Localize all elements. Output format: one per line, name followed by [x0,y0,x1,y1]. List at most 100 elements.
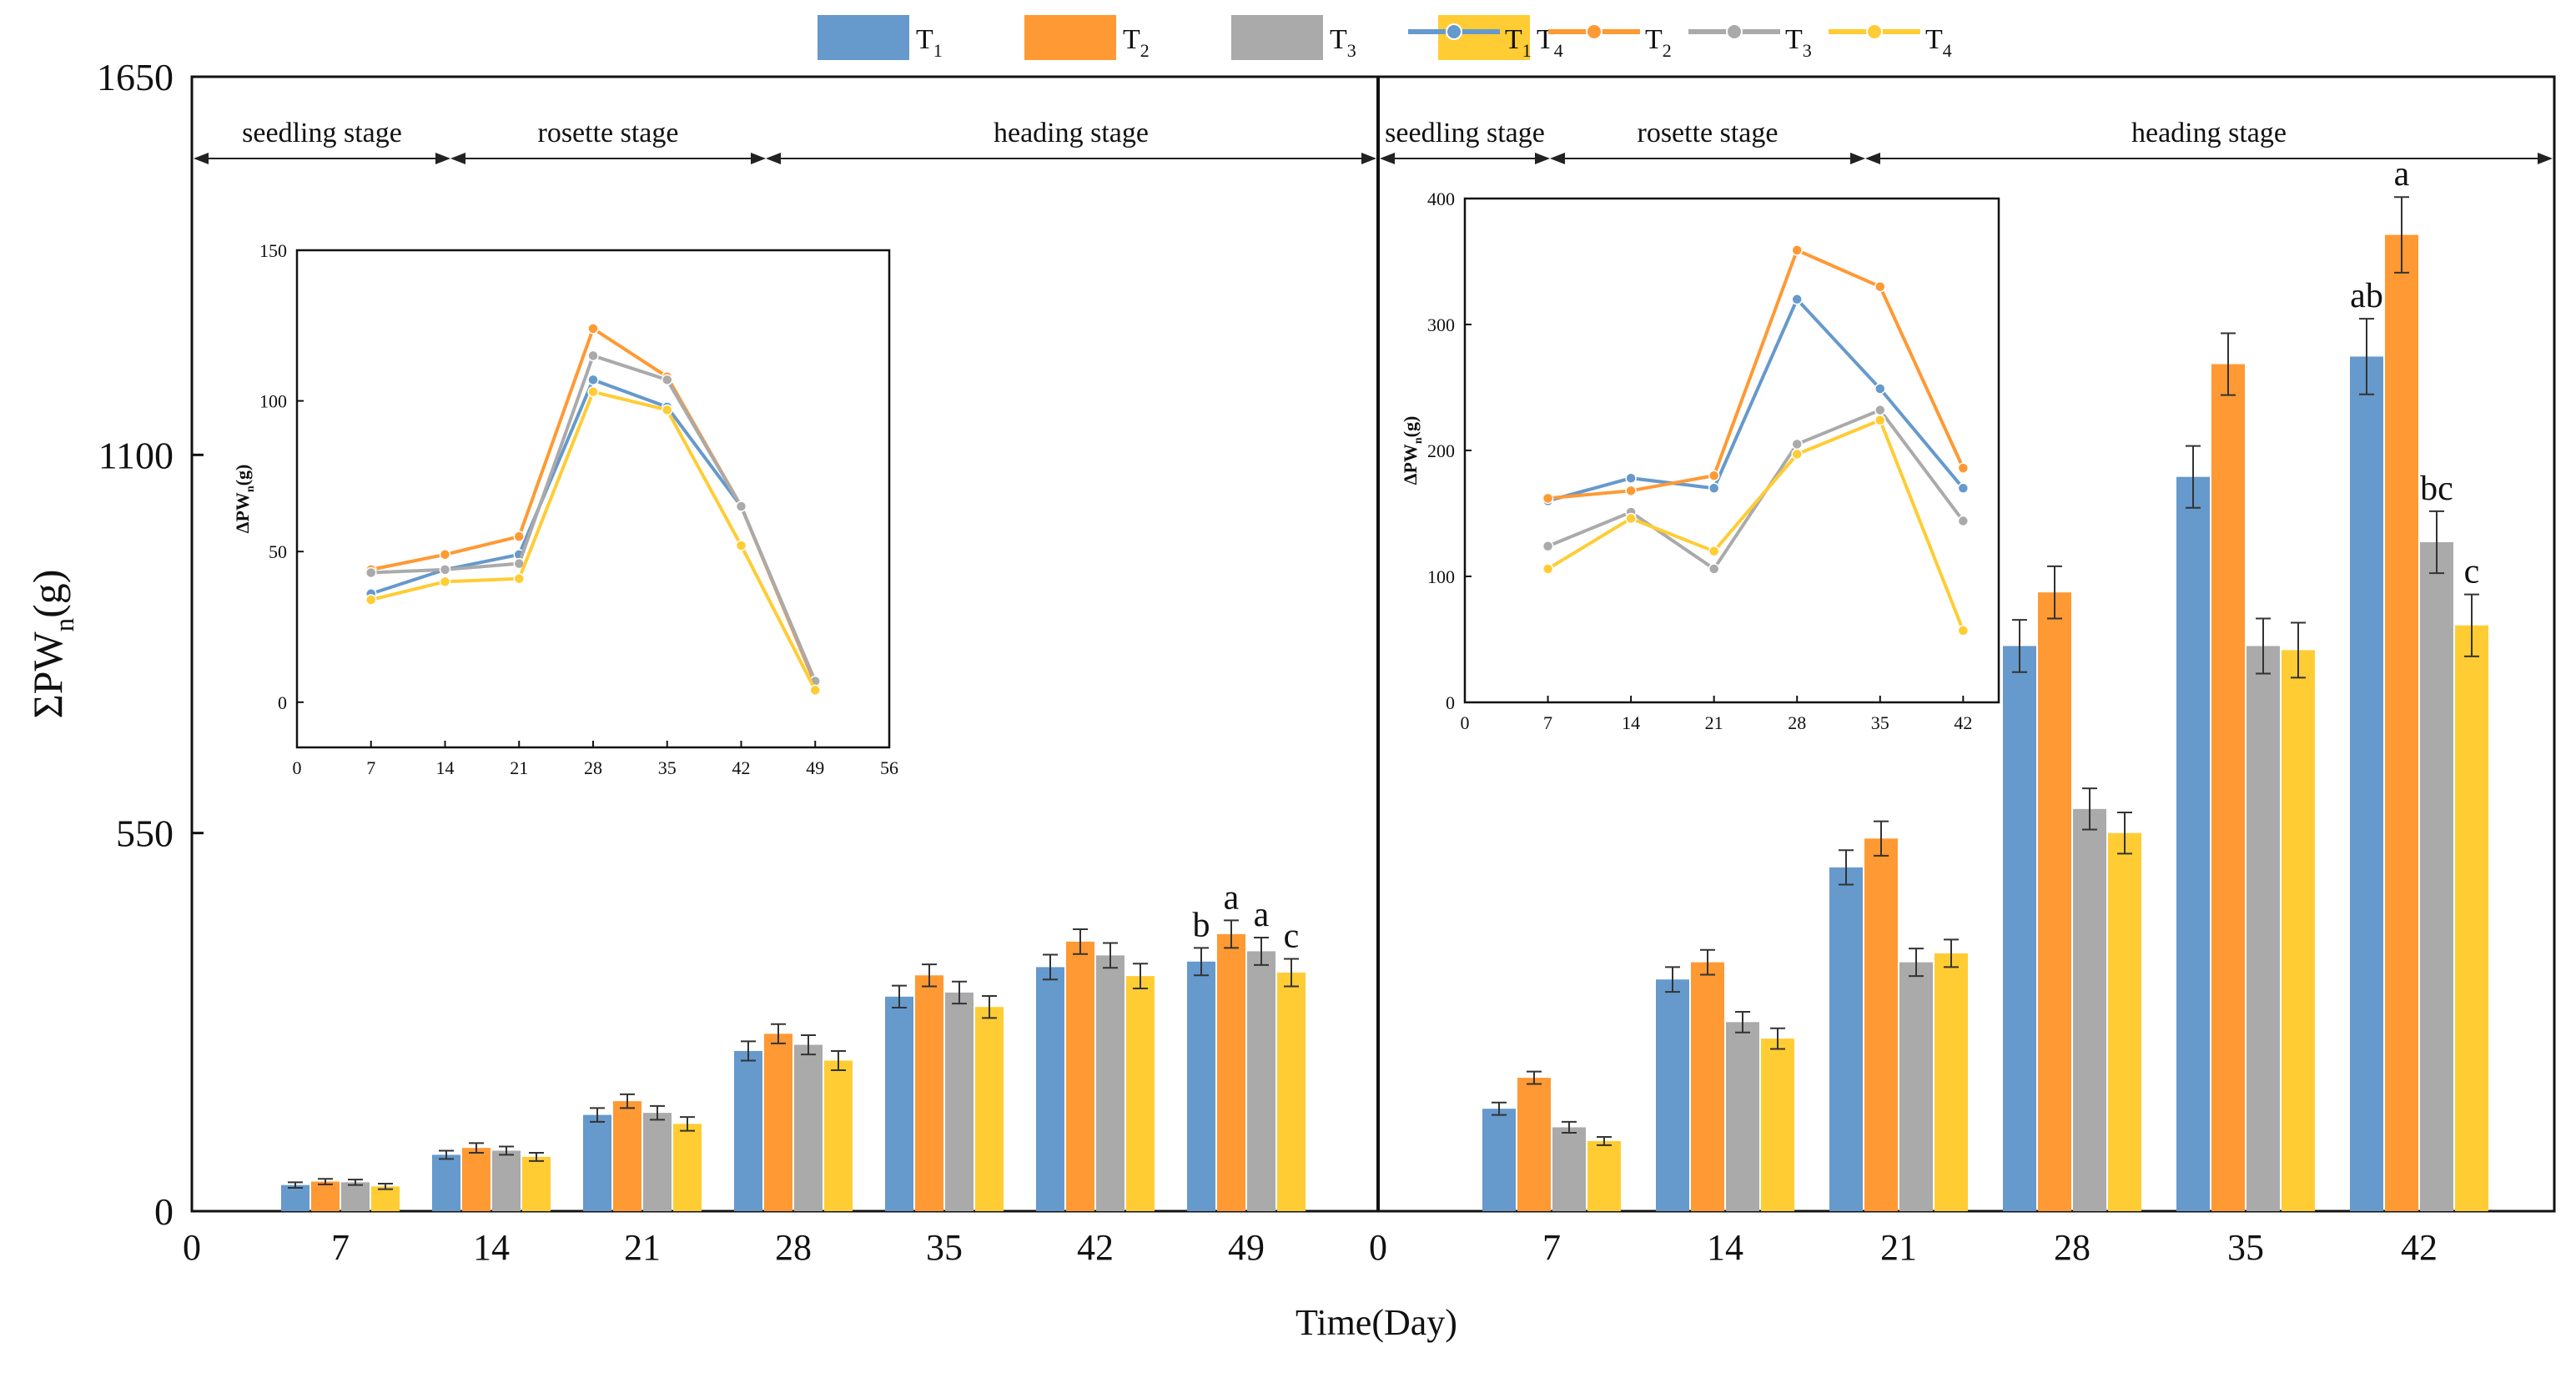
bar-T1-day-14 [432,1154,460,1211]
bar-T3-day-35 [2246,646,2280,1211]
inset-point-T3-day-7 [365,566,377,579]
plot-frame [190,75,2556,1213]
y-tick-label: 0 [154,1190,174,1233]
bar-T2-day-42 [1066,941,1094,1211]
inset-point-T2-day-28 [1791,244,1803,256]
bar-T4-day-35 [975,1007,1004,1211]
bar-T1-day-28 [734,1050,762,1211]
x-tick-label: 21 [1880,1227,1917,1268]
bar-T3-day-35 [945,992,974,1211]
inset-y-tick-label: 300 [1427,314,1455,335]
stage-arrow-head [1850,153,1865,164]
bar-T3-day-7 [341,1182,370,1211]
stage-arrow-head [1361,153,1376,164]
x-tick-label: 42 [2401,1227,2438,1268]
inset-x-tick-label: 42 [732,757,751,778]
bar-T2-day-35 [915,975,943,1211]
legend-bar-label-T1: T1 [916,24,943,61]
y-tick-label: 1650 [97,56,174,98]
inset-point-T2-day-35 [1874,280,1886,293]
bar-T3-day-42 [2420,542,2453,1211]
bar-T4-day-28 [2108,832,2141,1211]
bar-T3-day-7 [1552,1127,1586,1211]
inset-point-T3-day-42 [735,500,747,512]
bar-T1-day-21 [1829,867,1863,1211]
inset-line-T1 [1547,296,1965,503]
legend-bar-swatch-T3 [1231,15,1323,60]
stage-arrow-head [2538,153,2553,164]
bar-T3-day-28 [2073,808,2106,1211]
inset-point-T3-day-28 [1791,438,1803,450]
significance-letter: b [1193,906,1210,944]
inset-y-tick-label: 50 [269,541,287,562]
x-tick-label: 14 [473,1227,510,1268]
inset-x-tick-label: 21 [510,757,528,778]
legend-bar-label-T3: T3 [1330,24,1356,61]
inset-y-tick-label: 100 [259,391,287,412]
legend-bar-swatch-T1 [818,15,909,60]
inset-point-T2-day-7 [1542,492,1554,505]
significance-letter: bc [2420,470,2453,508]
bar-T2-day-21 [1864,838,1898,1211]
inset-point-T4-day-42 [735,540,747,551]
bar-T1-day-35 [885,996,913,1211]
inset-point-T3-day-42 [1957,515,1970,527]
bar-T4-day-42 [1126,976,1155,1211]
inset-point-T4-day-49 [809,684,821,697]
stage-arrow-head [1535,153,1550,164]
bar-T3-day-42 [1096,955,1124,1211]
inset-x-tick-label: 28 [584,757,602,778]
bar-T1-day-28 [2003,646,2036,1211]
significance-letter: c [2464,553,2480,591]
stage-arrow-head [751,153,766,164]
inset-point-T4-day-35 [1874,415,1886,426]
significance-letter: ab [2350,277,2383,315]
inset-line-T4 [1547,418,1965,631]
bar-T3-day-21 [1899,962,1933,1211]
legend-line-marker-T3 [1726,23,1743,40]
stage-arrow-head [1550,153,1565,164]
bar-T1-day-7 [281,1184,309,1211]
bar-T2-day-14 [462,1148,491,1211]
inset-point-T4-day-42 [1957,625,1970,636]
x-tick-label: 21 [624,1227,661,1268]
inset-x-tick-label: 0 [1461,712,1470,733]
inset-x-tick-label: 0 [293,757,302,778]
x-axis-label: Time(Day) [1296,1302,1457,1343]
inset-y-tick-label: 0 [278,692,287,713]
bar-T3-day-21 [643,1113,672,1211]
inset-x-tick-label: 7 [366,757,375,778]
legend-line-marker-T4 [1866,23,1883,40]
stage-label: seedling stage [242,118,402,148]
bar-T3-day-49 [1247,951,1275,1211]
stage-arrow-head [435,153,450,164]
inset-y-axis-label: ΔPWn(g) [1400,416,1425,485]
inset-point-T1-day-28 [587,374,599,386]
bar-T2-day-7 [311,1181,340,1211]
bar-T4-day-49 [1277,972,1306,1211]
bar-T4-day-42 [2455,625,2488,1211]
y-tick-label: 1100 [98,434,174,476]
legend-bar-label-T2: T2 [1123,24,1150,61]
legend-line-label-T3: T3 [1785,24,1812,61]
stage-arrow-head [1865,153,1880,164]
bar-T2-day-21 [613,1101,641,1211]
inset-point-T4-day-7 [1542,563,1554,575]
inset-x-tick-label: 21 [1705,712,1723,733]
inset-point-T1-day-28 [1791,294,1803,305]
inset-line-T3 [1547,408,1965,571]
inset-y-tick-label: 150 [259,240,287,261]
inset-y-axis-label: ΔPWn(g) [232,465,257,534]
significance-letter: a [1254,896,1270,934]
inset-point-T3-day-21 [1708,563,1720,575]
bar-T3-day-14 [1726,1022,1759,1211]
x-tick-label: 7 [331,1227,350,1268]
stage-label: heading stage [2131,118,2287,148]
inset-point-T2-day-28 [587,323,599,334]
stage-label: rosette stage [1638,118,1779,148]
inset-point-T2-day-14 [439,549,451,561]
bar-T3-day-28 [794,1044,823,1211]
inset-point-T4-day-21 [513,572,525,585]
inset-point-T1-day-14 [1625,472,1637,484]
x-tick-label: 42 [1077,1227,1114,1268]
